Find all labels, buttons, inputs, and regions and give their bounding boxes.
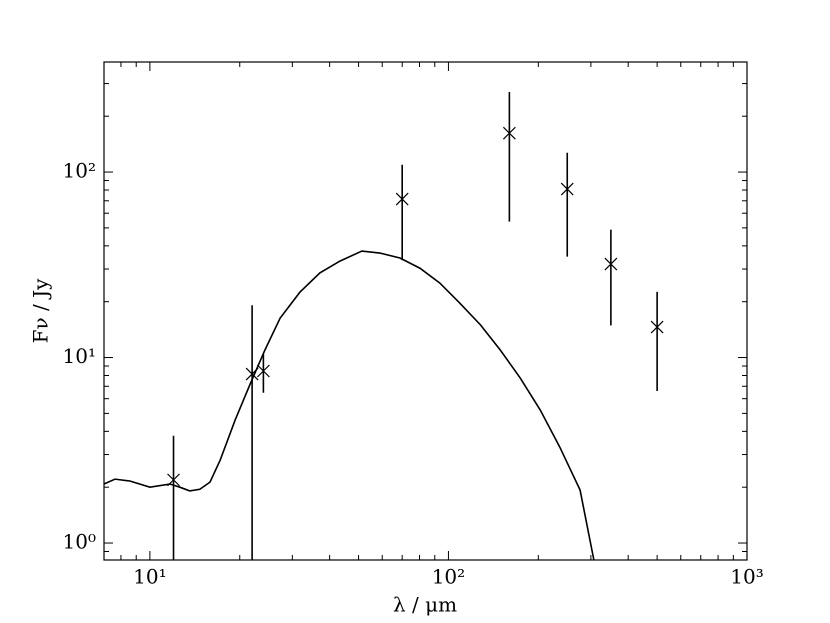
data-point <box>245 367 259 381</box>
x-tick-label: 10² <box>432 565 465 589</box>
y-tick-label: 10¹ <box>63 344 96 368</box>
data-point <box>167 473 180 487</box>
data-point <box>560 182 574 196</box>
data-point <box>502 126 516 140</box>
x-tick-label: 10³ <box>730 565 763 589</box>
y-tick-label: 10⁰ <box>63 530 96 554</box>
y-axis-label: Fν / Jy <box>29 278 53 344</box>
x-tick-label: 10¹ <box>133 565 166 589</box>
model-line <box>104 250 595 560</box>
y-tick-label: 10² <box>63 159 96 183</box>
plot-area <box>104 92 664 560</box>
data-point <box>256 364 270 378</box>
data-point <box>395 192 409 206</box>
data-point <box>604 257 618 271</box>
plot-frame <box>103 61 748 561</box>
data-point <box>650 320 664 334</box>
x-axis-label: λ / μm <box>393 593 457 617</box>
